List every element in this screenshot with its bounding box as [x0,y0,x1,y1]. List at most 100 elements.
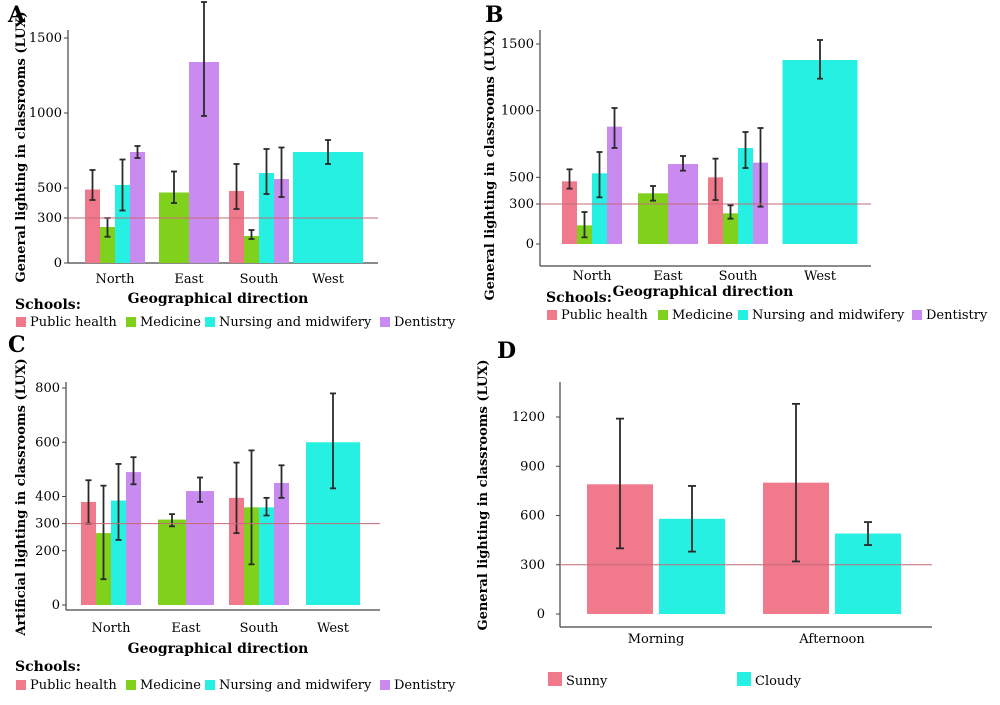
y-tick-label: 1500 [29,31,62,46]
x-tick-label: East [171,621,201,636]
bar-medicine [723,213,738,244]
y-tick-label: 1000 [29,106,62,121]
legend-label-nursing: Nursing and midwifery [752,308,905,323]
bar-nursing [259,507,274,605]
y-tick-label: 600 [520,509,545,524]
legend-swatch-public_health [16,680,26,690]
legend-label-dentistry: Dentistry [926,308,988,323]
y-tick-label: 0 [526,237,534,252]
x-tick-label: Afternoon [798,632,865,647]
bar-medicine [100,227,115,263]
legend-label-nursing: Nursing and midwifery [219,678,372,693]
y-tick-label: 300 [509,197,534,212]
bar-public_health [562,181,577,244]
x-tick-label: East [174,272,204,287]
bar-public_health [229,191,244,263]
bar-dentistry [186,491,214,605]
bar-nursing [782,60,858,244]
x-tick-label: West [312,272,345,287]
legend-swatch-dentistry [380,680,390,690]
legend: Schools: Public health Medicine Nursing and… [15,659,456,693]
legend-label-nursing: Nursing and midwifery [219,315,372,330]
legend-swatch-nursing [738,310,748,320]
y-tick-label: 500 [509,170,534,185]
legend-label-public_health: Public health [30,678,117,693]
bar-medicine [244,236,259,263]
y-axis-label: General lighting in classrooms (LUX) [483,29,498,300]
y-tick-label: 200 [35,544,60,559]
bar-nursing [592,173,607,244]
bar-dentistry [274,179,289,263]
legend-swatch-dentistry [912,310,922,320]
y-axis-label: General lighting in classrooms (LUX) [14,11,29,282]
legend: Schools: Public health Medicine Nursing and… [546,290,988,323]
y-tick-label: 300 [520,558,545,573]
bar-dentistry [607,126,622,244]
bar-public_health [81,501,96,605]
y-tick-label: 1500 [501,37,534,52]
y-tick-label: 800 [35,381,60,396]
legend: Schools: Public health Medicine Nursing and… [15,297,456,330]
legend-title: Schools: [546,290,612,306]
legend-swatch-medicine [126,680,136,690]
legend-label-public_health: Public health [561,308,648,323]
bar-nursing [111,500,126,605]
bar-public_health [85,189,100,263]
legend-title: Schools: [15,297,81,313]
y-tick-label: 300 [35,517,60,532]
bar-dentistry [130,152,145,263]
panel-letter: C [8,332,26,358]
bar-dentistry [274,482,289,605]
x-tick-label: South [240,272,279,287]
x-tick-label: South [240,621,279,636]
legend-label-dentistry: Dentistry [394,678,456,693]
bar-cloudy [835,533,901,614]
legend-title: Schools: [15,659,81,675]
x-axis-label: Geographical direction [128,641,309,657]
legend-swatch-medicine [658,310,668,320]
legend-label-dentistry: Dentistry [394,315,456,330]
x-tick-label: North [91,621,131,636]
x-axis-label: Geographical direction [128,291,309,307]
y-tick-label: 1200 [512,410,545,425]
y-tick-label: 300 [37,211,62,226]
y-axis-label: General lighting in classrooms (LUX) [476,359,491,630]
y-tick-label: 400 [35,490,60,505]
bar-medicine [158,519,186,605]
bar-nursing [115,185,130,263]
x-tick-label: East [653,269,683,284]
legend-swatch-public_health [16,317,26,327]
legend-label-medicine: Medicine [140,678,201,693]
panel-letter: A [7,2,26,28]
y-tick-label: 0 [537,607,545,622]
legend-swatch-cloudy [737,672,751,686]
legend-swatch-medicine [126,317,136,327]
panel-d: D 0 300 600 900 1200 General lighting in class… [476,338,932,689]
legend-label-cloudy: Cloudy [755,674,802,689]
legend-swatch-nursing [205,680,215,690]
x-tick-label: North [572,269,612,284]
y-tick-label: 900 [520,459,545,474]
bar-medicine [638,193,668,244]
legend-label-sunny: Sunny [566,674,608,689]
y-tick-label: 1000 [501,104,534,119]
x-tick-label: West [317,621,350,636]
x-tick-label: Morning [628,632,685,647]
legend-swatch-dentistry [380,317,390,327]
x-tick-label: West [804,269,837,284]
x-axis-label: Geographical direction [613,284,794,300]
legend-label-medicine: Medicine [140,315,201,330]
bar-nursing [293,152,363,263]
legend-label-medicine: Medicine [672,308,733,323]
legend-swatch-sunny [548,672,562,686]
panel-letter: B [485,2,504,28]
legend: Sunny Cloudy [548,672,802,689]
x-tick-label: South [719,269,758,284]
panel-letter: D [497,338,516,364]
bar-public_health [229,497,244,605]
y-tick-label: 500 [37,181,62,196]
legend-swatch-nursing [205,317,215,327]
